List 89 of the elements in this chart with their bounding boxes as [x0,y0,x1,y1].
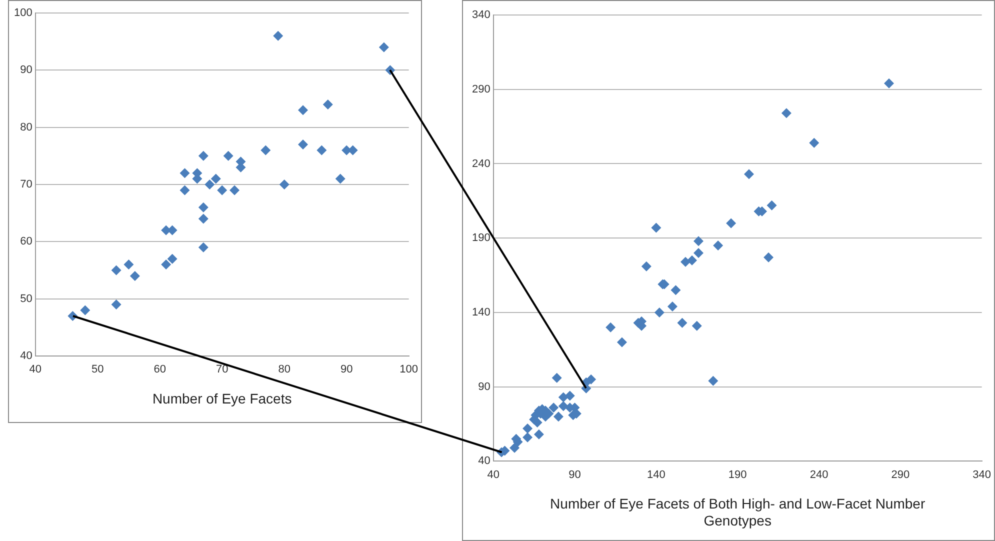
x-axis-title: Number of Eye Facets [152,390,292,406]
x-tick-label: 90 [340,364,353,376]
point [553,412,564,422]
point [654,307,664,318]
point [764,252,774,262]
x-tick-label: 90 [568,468,581,481]
point [766,200,777,210]
point [230,185,240,196]
point [680,256,690,267]
point [180,185,190,196]
point [316,145,327,156]
point [726,218,736,228]
point [687,255,697,266]
point [809,138,820,148]
point [111,265,122,276]
x-tick-label: 80 [278,364,290,376]
point [161,260,172,270]
x-tick-label: 290 [891,468,910,481]
point [670,285,681,296]
point [210,174,221,184]
point [260,145,271,156]
point [111,300,122,310]
point [298,139,308,150]
x-tick-label: 190 [728,468,747,481]
point [781,108,792,118]
point [198,214,208,224]
point [180,168,190,178]
point [335,174,346,184]
point [279,180,290,190]
point [167,254,178,264]
y-tick-label: 100 [14,7,32,20]
y-tick-label: 190 [472,232,490,244]
point [217,185,228,196]
point [130,270,140,281]
point [204,180,215,190]
point [677,318,688,328]
y-tick-label: 60 [20,236,32,248]
x-tick-label: 40 [29,364,42,376]
x-tick-label: 140 [646,468,666,481]
point [378,42,389,52]
point [713,240,724,251]
point [694,248,704,258]
point [694,236,704,246]
point [522,432,533,442]
x-tick-label: 50 [91,364,104,376]
point [616,337,627,348]
x-tick-label: 40 [487,468,500,481]
point [322,99,333,110]
point [606,322,616,332]
y-tick-label: 340 [472,9,490,22]
point [273,30,284,41]
y-tick-label: 40 [478,455,490,468]
point [667,302,678,312]
y-tick-label: 80 [20,121,32,134]
point [522,423,533,434]
y-tick-label: 90 [478,380,490,393]
point [198,242,208,252]
y-tick-label: 290 [472,83,490,96]
y-tick-label: 50 [20,292,32,305]
x-tick-label: 70 [216,364,228,376]
point [510,442,520,453]
y-tick-label: 140 [472,306,490,318]
point [298,105,308,116]
point [692,320,702,331]
y-tick-label: 240 [472,158,490,170]
point [708,376,718,386]
point [641,261,652,272]
point [198,202,208,212]
point [884,78,894,88]
point [586,374,596,384]
point [564,390,575,401]
x-tick-label: 340 [972,468,992,481]
point [558,401,568,412]
point [552,372,562,383]
point [534,429,544,440]
x-axis-title: Number of Eye Facets of Both High- and Low-Facet Number Genotypes [550,496,926,528]
y-tick-label: 40 [20,350,32,362]
point [80,305,90,316]
y-tick-label: 70 [20,178,32,191]
x-tick-label: 60 [154,364,166,376]
x-tick-label: 240 [810,468,828,481]
point [651,222,662,233]
x-tick-label: 100 [400,364,418,376]
point [223,150,234,161]
y-tick-label: 90 [20,64,32,76]
point [198,150,208,161]
point [744,169,754,180]
point [124,260,134,270]
point [548,402,559,413]
